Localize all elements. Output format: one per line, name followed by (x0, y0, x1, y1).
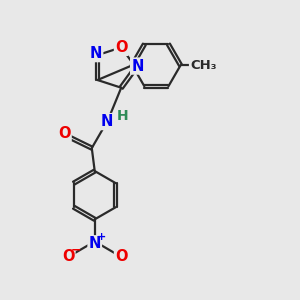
Text: +: + (97, 232, 106, 242)
Text: N: N (90, 46, 102, 61)
Text: O: O (58, 126, 70, 141)
Text: O: O (115, 249, 128, 264)
Text: −: − (70, 243, 81, 256)
Text: H: H (116, 109, 128, 123)
Text: N: N (100, 114, 113, 129)
Text: CH₃: CH₃ (190, 59, 217, 72)
Text: N: N (88, 236, 101, 251)
Text: O: O (115, 40, 128, 55)
Text: O: O (62, 249, 74, 264)
Text: N: N (131, 58, 143, 74)
